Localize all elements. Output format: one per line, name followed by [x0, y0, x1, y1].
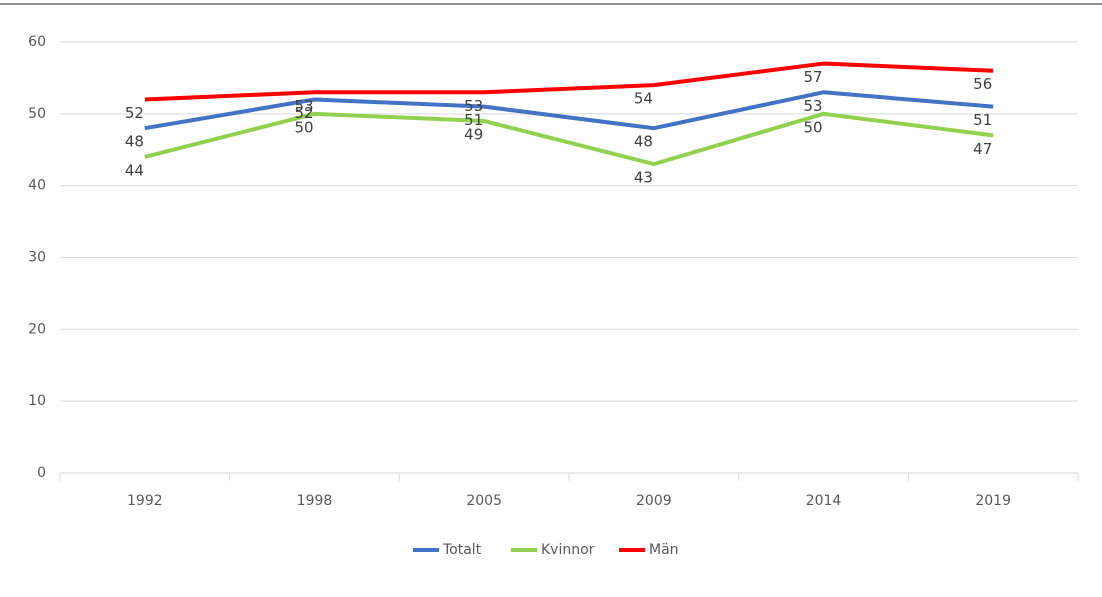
data-label: 52 — [125, 104, 144, 122]
x-tick-label: 2009 — [636, 493, 672, 509]
series-line — [144, 90, 994, 131]
y-tick-label: 20 — [28, 321, 46, 337]
data-label: 47 — [973, 140, 992, 158]
data-label: 50 — [295, 118, 314, 136]
legend-label: Kvinnor — [541, 542, 595, 558]
data-label: 56 — [973, 75, 992, 93]
data-label: 49 — [464, 126, 483, 144]
y-tick-label: 30 — [28, 250, 46, 266]
data-label: 48 — [125, 133, 144, 151]
y-tick-label: 0 — [37, 465, 46, 481]
data-label: 51 — [464, 111, 483, 129]
data-label: 53 — [295, 97, 314, 115]
y-tick-label: 10 — [28, 393, 46, 409]
data-label: 54 — [634, 90, 653, 108]
series-line — [144, 111, 994, 167]
data-label: 48 — [634, 133, 653, 151]
x-tick-label: 1998 — [297, 493, 333, 509]
y-tick-label: 40 — [28, 178, 46, 194]
legend-label: Totalt — [442, 542, 482, 558]
x-tick-label: 2019 — [975, 493, 1011, 509]
data-label: 57 — [804, 68, 823, 86]
y-tick-label: 60 — [28, 34, 46, 50]
x-tick-label: 2014 — [806, 493, 842, 509]
series-line — [144, 61, 994, 102]
data-label: 44 — [125, 161, 144, 179]
data-label: 53 — [804, 97, 823, 115]
data-label: 50 — [804, 118, 823, 136]
data-label: 53 — [464, 97, 483, 115]
data-label: 52 — [295, 104, 314, 122]
legend-label: Män — [649, 542, 679, 558]
x-tick-label: 2005 — [466, 493, 502, 509]
x-tick-label: 1992 — [127, 493, 163, 509]
data-label: 51 — [973, 111, 992, 129]
data-label: 43 — [634, 169, 653, 187]
y-tick-label: 50 — [28, 106, 46, 122]
